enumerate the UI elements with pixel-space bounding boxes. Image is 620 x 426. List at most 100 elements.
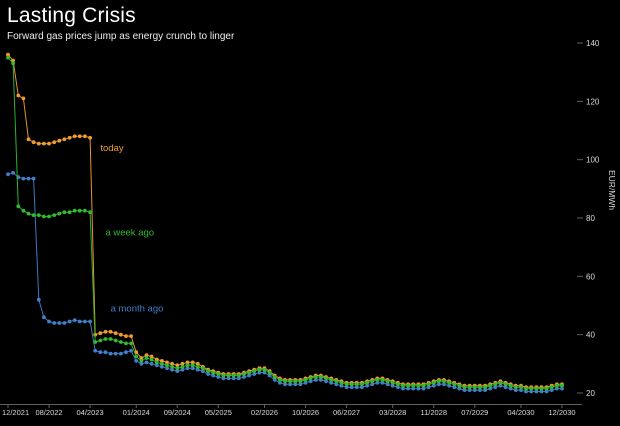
data-point (226, 373, 231, 378)
series-label-today: today (100, 143, 123, 154)
data-point (308, 379, 313, 384)
data-point (190, 360, 195, 365)
x-tick-label: 06/2027 (333, 408, 360, 417)
data-point (160, 359, 164, 363)
data-point (170, 367, 175, 372)
data-point (365, 380, 369, 385)
data-point (139, 356, 144, 360)
data-point (375, 378, 380, 382)
data-point (149, 357, 154, 362)
data-point (508, 386, 513, 391)
data-point (11, 61, 16, 66)
data-point (165, 366, 169, 371)
data-point (519, 388, 523, 392)
data-point (52, 140, 57, 145)
data-point (103, 337, 108, 341)
data-point (62, 321, 67, 325)
x-tick-label: 03/2028 (379, 408, 406, 417)
data-point (447, 380, 451, 385)
data-point (472, 388, 477, 392)
data-point (329, 378, 334, 382)
data-point (534, 389, 539, 394)
data-point (119, 351, 123, 356)
data-point (42, 214, 46, 219)
data-point (242, 372, 246, 376)
data-point (313, 378, 318, 382)
data-point (72, 208, 77, 213)
data-point (185, 363, 190, 368)
data-point (283, 379, 287, 384)
data-point (190, 366, 195, 371)
data-point (524, 389, 528, 394)
data-point (47, 319, 51, 324)
y-tick-label: 120 (586, 97, 600, 106)
data-point (529, 389, 534, 394)
data-point (77, 134, 82, 139)
data-point (503, 382, 508, 387)
data-point (257, 370, 262, 375)
data-point (129, 348, 134, 353)
data-point (303, 380, 308, 385)
data-point (185, 360, 190, 365)
data-point (493, 385, 498, 390)
data-point (478, 388, 482, 392)
x-tick-label: 07/2029 (461, 408, 488, 417)
data-point (113, 331, 118, 336)
data-point (93, 340, 98, 344)
data-point (67, 135, 72, 140)
data-point (370, 379, 375, 384)
data-point (247, 373, 252, 378)
data-point (431, 380, 436, 385)
data-point (103, 329, 108, 334)
x-tick-label: 12/2030 (548, 408, 575, 417)
data-point (457, 386, 462, 391)
data-point (165, 363, 169, 368)
chart-header: Lasting Crisis Forward gas prices jump a… (7, 3, 234, 42)
data-point (488, 383, 493, 388)
data-point (437, 382, 441, 387)
data-point (26, 211, 31, 216)
chart-subtitle: Forward gas prices jump as energy crunch… (7, 31, 235, 42)
data-point (72, 134, 77, 139)
data-point (426, 385, 431, 390)
data-point (226, 376, 231, 381)
y-tick-label: 60 (586, 272, 595, 281)
data-point (370, 382, 375, 387)
data-point (313, 375, 318, 379)
data-point (154, 360, 159, 365)
data-point (170, 361, 175, 366)
data-point (124, 341, 128, 346)
series-today (6, 52, 564, 390)
data-point (390, 383, 395, 388)
data-point (57, 211, 62, 216)
data-point (206, 372, 211, 376)
data-point (354, 382, 359, 387)
data-point (211, 373, 216, 378)
x-tick-label: 01/2024 (123, 408, 150, 417)
data-point (160, 361, 164, 366)
data-point (201, 369, 205, 373)
data-point (457, 383, 462, 388)
data-point (380, 378, 385, 382)
data-point (47, 214, 51, 219)
data-point (42, 141, 46, 146)
data-point (180, 361, 185, 366)
data-point (272, 378, 277, 382)
data-point (160, 364, 164, 369)
x-tick-label: 11/2028 (420, 408, 447, 417)
data-point (175, 366, 180, 371)
data-point (252, 369, 257, 373)
data-point (26, 176, 31, 181)
y-tick-label: 100 (586, 156, 600, 165)
data-point (298, 382, 303, 387)
data-point (334, 382, 339, 387)
data-point (113, 338, 118, 343)
data-point (113, 351, 118, 356)
data-point (103, 350, 108, 355)
data-point (421, 383, 426, 388)
data-point (560, 383, 564, 388)
data-point (319, 378, 323, 382)
data-point (262, 367, 267, 372)
x-tick-label: 10/2026 (292, 408, 319, 417)
